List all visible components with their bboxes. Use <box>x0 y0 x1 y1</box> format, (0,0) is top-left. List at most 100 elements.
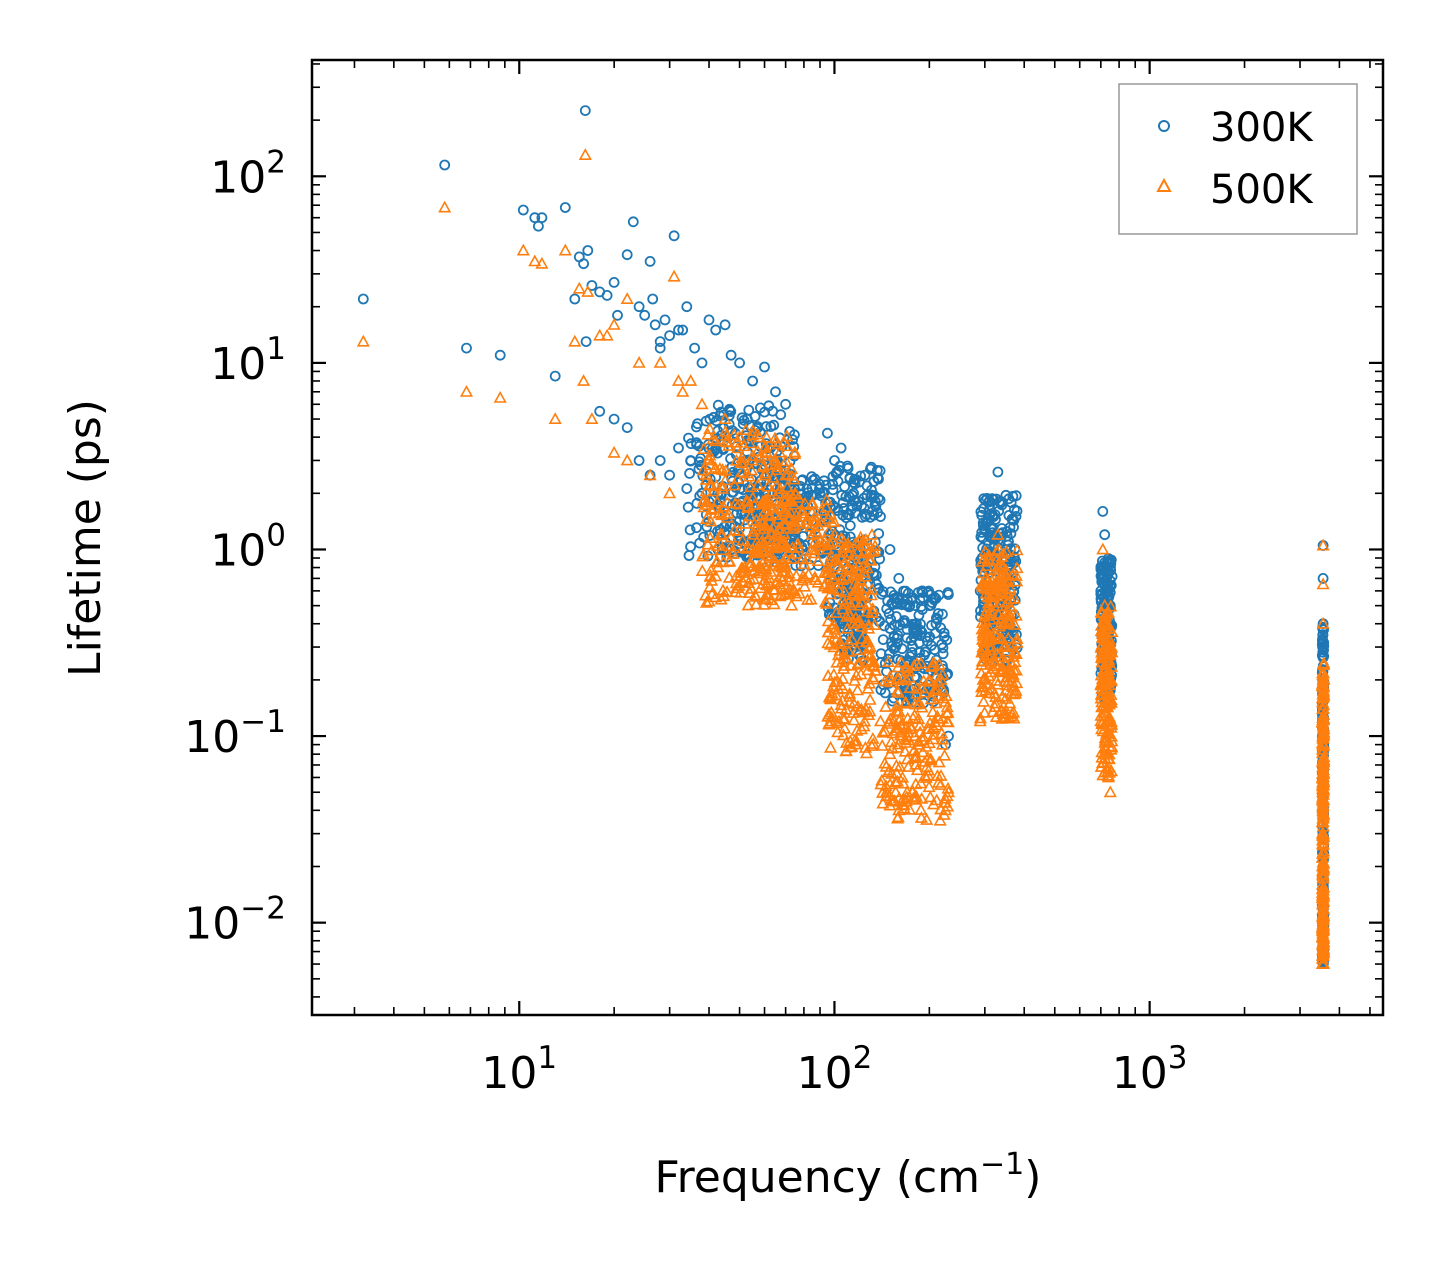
500k-point <box>718 473 732 486</box>
500k-point <box>879 785 893 798</box>
500k-point <box>1315 833 1330 846</box>
300k-point <box>884 544 896 555</box>
300k-point <box>1104 575 1116 587</box>
500k-point <box>1096 676 1110 688</box>
500k-point <box>620 292 634 304</box>
x-tick-labels: 101 102 103 <box>481 1040 1187 1099</box>
500k-point <box>933 813 947 826</box>
300k-point <box>1101 562 1112 573</box>
500k-point <box>865 582 879 595</box>
300k-point <box>689 342 700 354</box>
500k-point <box>1009 683 1023 696</box>
300k-point <box>608 413 620 425</box>
500k-point <box>697 442 711 454</box>
500k-point <box>1096 542 1110 555</box>
500k-point <box>1094 714 1108 727</box>
500k-point <box>890 774 905 787</box>
500k-point <box>1000 545 1014 557</box>
300k-point <box>654 336 666 348</box>
300k-point <box>859 469 871 481</box>
500k-point <box>901 730 915 743</box>
300k-point <box>1105 554 1117 566</box>
legend[interactable]: 300K 500K <box>1118 83 1358 235</box>
500k-point <box>1095 722 1109 735</box>
500k-point <box>776 492 790 505</box>
500k-point <box>1316 814 1330 827</box>
500k-point <box>837 597 851 610</box>
500k-point <box>724 539 738 552</box>
500k-point <box>848 577 862 590</box>
500k-point <box>676 384 690 397</box>
500k-point <box>837 540 851 553</box>
300k-point <box>1011 505 1023 517</box>
500k-point <box>938 791 952 804</box>
500k-point <box>941 785 956 798</box>
500k-point <box>936 691 950 704</box>
500k-point <box>751 544 766 557</box>
300k-point <box>654 455 666 466</box>
500k-point <box>1095 624 1109 637</box>
500k-point <box>1100 713 1114 726</box>
y-tick-label: 100 <box>210 517 286 576</box>
500k-point <box>854 667 868 680</box>
500k-point <box>929 696 943 709</box>
500k-point <box>1103 785 1117 798</box>
500k-point <box>839 571 853 584</box>
500k-point <box>873 714 888 727</box>
500k-point <box>878 674 892 687</box>
500k-point <box>912 737 926 750</box>
300k-point <box>866 484 877 496</box>
500k-point <box>1316 795 1330 808</box>
500k-point <box>883 747 897 760</box>
500k-point <box>848 586 862 599</box>
500k-point <box>771 529 785 541</box>
500k-point <box>852 598 866 611</box>
500k-point <box>746 449 760 461</box>
legend-box <box>1118 83 1358 235</box>
500k-point <box>1101 752 1116 765</box>
500k-point <box>1316 538 1330 551</box>
500k-point <box>783 582 797 594</box>
300k-point <box>1317 629 1329 641</box>
300k-point <box>677 324 689 336</box>
500k-point <box>848 674 862 686</box>
500k-point <box>1316 577 1330 590</box>
500k-point <box>777 535 792 548</box>
500k-point <box>732 578 746 591</box>
500k-point <box>992 542 1006 555</box>
500k-point <box>1316 754 1330 767</box>
500k-point <box>695 564 709 576</box>
500k-point <box>1004 686 1018 699</box>
300k-point <box>1003 510 1015 521</box>
300k-point <box>681 301 693 313</box>
500k-point <box>1316 737 1330 750</box>
500k-point <box>736 533 750 546</box>
500k-point <box>1010 574 1024 587</box>
500k-point <box>743 559 757 571</box>
500k-point <box>764 593 778 606</box>
500k-point <box>749 545 763 558</box>
500k-point <box>772 512 786 524</box>
300k-point <box>932 608 944 619</box>
500k-point <box>936 667 950 680</box>
500k-point <box>746 453 760 466</box>
500k-point <box>876 725 890 738</box>
y-tick-label: 10−1 <box>184 704 286 763</box>
500k-point <box>1003 599 1017 612</box>
500k-point <box>1009 663 1023 676</box>
300k-point <box>461 342 472 354</box>
500k-point <box>898 696 912 709</box>
500k-point <box>830 559 845 572</box>
500k-point <box>875 738 889 751</box>
500k-point <box>991 527 1005 540</box>
500k-point <box>744 480 758 493</box>
300k-point <box>684 524 696 536</box>
300k-point <box>1097 505 1109 517</box>
500k-point <box>998 692 1013 704</box>
300k-point <box>682 501 694 513</box>
300k-point <box>586 280 598 291</box>
500k-point <box>785 552 799 564</box>
500k-point <box>907 751 922 764</box>
500k-point <box>702 594 716 607</box>
500k-point <box>941 781 955 794</box>
